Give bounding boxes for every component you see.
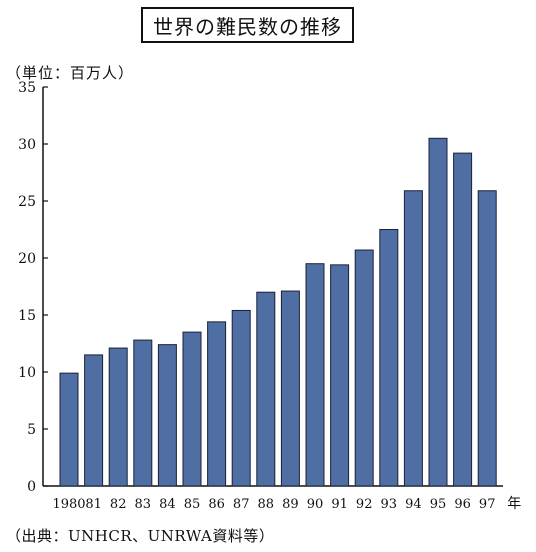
bar-90 (305, 263, 325, 487)
x-tick-label: 94 (405, 497, 422, 512)
bar-1980 (59, 372, 79, 487)
y-tick-label: 35 (18, 80, 36, 96)
chart-title-text: 世界の難民数の推移 (153, 14, 342, 39)
bar-91 (330, 264, 350, 487)
bar-88 (256, 291, 276, 487)
x-axis-unit: 年 (507, 496, 521, 512)
x-tick-label: 95 (430, 497, 447, 512)
y-axis: 0 5 10 15 20 25 30 35 (18, 80, 503, 495)
x-tick-label: 97 (479, 497, 496, 512)
x-tick-label: 93 (381, 497, 398, 512)
y-tick-label: 30 (18, 137, 36, 153)
x-tick-label: 96 (454, 497, 471, 512)
x-tick-label: 82 (110, 497, 127, 512)
x-tick-label: 1980 (52, 497, 85, 512)
y-tick-label: 0 (27, 479, 36, 495)
chart-title: 世界の難民数の推移 (141, 7, 354, 43)
bars-group (59, 137, 497, 487)
x-tick-label: 85 (184, 497, 201, 512)
bar-92 (354, 249, 374, 487)
x-tick-label: 89 (282, 497, 299, 512)
x-tick-label: 88 (258, 497, 275, 512)
bar-83 (133, 339, 153, 487)
x-tick-label: 86 (208, 497, 225, 512)
bar-96 (453, 152, 473, 487)
x-tick-label: 81 (85, 497, 102, 512)
bar-95 (428, 137, 448, 487)
x-tick-label: 92 (356, 497, 373, 512)
source-note: （出典：UNHCR、UNRWA資料等） (6, 527, 275, 545)
bar-89 (280, 290, 300, 487)
x-tick-label: 90 (307, 497, 324, 512)
bar-82 (108, 347, 128, 487)
y-tick-label: 20 (18, 251, 36, 267)
bar-85 (182, 331, 202, 487)
x-tick-label: 83 (135, 497, 152, 512)
y-tick-label: 10 (18, 365, 36, 381)
bar-94 (403, 190, 423, 487)
bar-81 (84, 354, 104, 487)
y-tick-label: 25 (18, 194, 36, 210)
x-tick-label: 91 (331, 497, 348, 512)
unit-label: （単位：百万人） (6, 64, 135, 82)
bar-87 (231, 309, 251, 487)
y-tick-label: 5 (27, 422, 36, 438)
y-tick-label: 15 (18, 308, 36, 324)
x-tick-label: 84 (159, 497, 176, 512)
bar-93 (379, 229, 399, 487)
bar-97 (477, 190, 497, 487)
bar-86 (207, 321, 227, 487)
bar-84 (157, 344, 177, 487)
x-tick-label: 87 (233, 497, 250, 512)
x-tick-labels: 1980 81 82 83 84 85 86 87 88 89 90 91 92 93 94 95 96 97 年 (52, 496, 521, 512)
